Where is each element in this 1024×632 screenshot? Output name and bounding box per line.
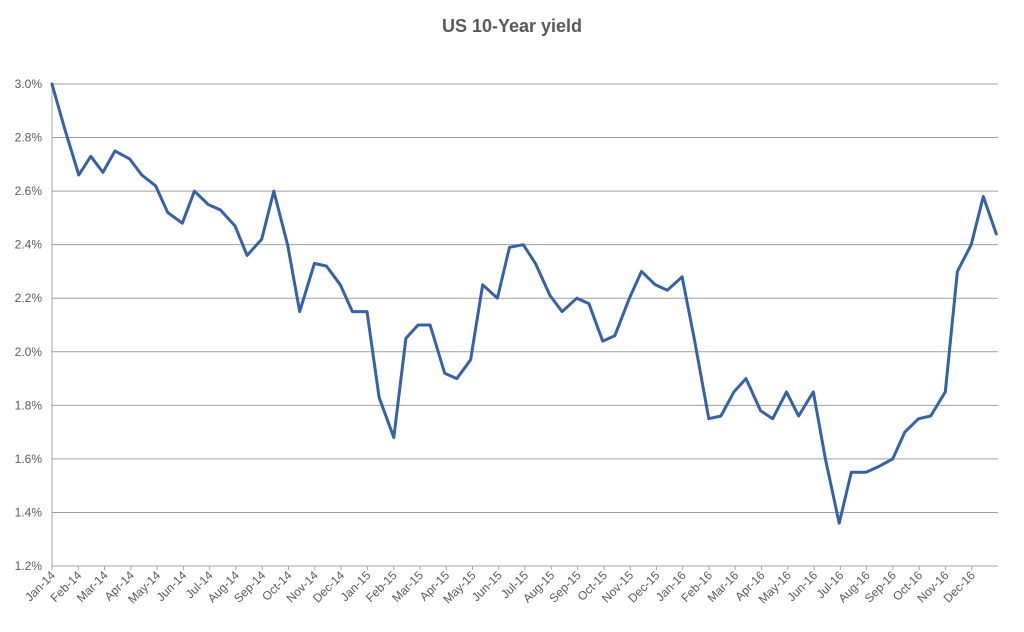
x-tick-label: Jun-15 <box>469 568 505 604</box>
y-tick-label: 1.8% <box>15 398 43 412</box>
y-tick-label: 2.0% <box>15 345 43 359</box>
y-tick-label: 1.4% <box>15 505 43 519</box>
y-tick-label: 1.6% <box>15 452 43 466</box>
chart-title: US 10-Year yield <box>442 16 582 36</box>
y-tick-label: 3.0% <box>15 77 43 91</box>
x-tick-label: Jun-16 <box>784 568 820 604</box>
y-tick-label: 2.4% <box>15 238 43 252</box>
y-tick-label: 2.2% <box>15 291 43 305</box>
y-tick-label: 2.8% <box>15 131 43 145</box>
y-axis-ticks: 1.2% 1.4% 1.6% 1.8% 2.0% 2.2% 2.4% 2.6% 2.8% 3.0% <box>15 77 43 573</box>
y-tick-label: 2.6% <box>15 184 43 198</box>
gridlines <box>52 83 998 513</box>
yield-series-line <box>50 82 998 525</box>
y-tick-label: 1.2% <box>15 559 43 573</box>
x-tick-label: Jun-14 <box>154 568 190 604</box>
x-axis-ticks: Jan-14Feb-14Mar-14Apr-14May-14Jun-14Jul-… <box>22 566 978 606</box>
